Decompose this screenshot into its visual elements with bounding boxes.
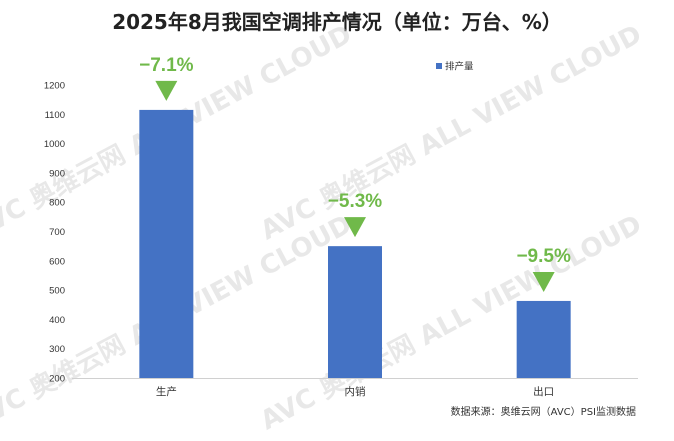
bar <box>516 300 571 378</box>
chart-title: 2025年8月我国空调排产情况（单位：万台、%） <box>112 10 562 34</box>
down-triangle-marker <box>532 271 555 292</box>
y-tick-label: 800 <box>49 198 65 209</box>
bar <box>139 109 194 378</box>
change-annotation: −5.3% <box>328 191 383 212</box>
x-tick-label: 内销 <box>345 385 366 398</box>
bar <box>328 246 382 378</box>
y-tick-label: 1200 <box>44 81 65 92</box>
down-triangle-marker <box>155 80 178 101</box>
y-tick-label: 500 <box>49 286 65 297</box>
y-tick-label: 700 <box>49 227 65 238</box>
source-note: 数据来源：奥维云网（AVC）PSI监测数据 <box>450 407 636 418</box>
legend-swatch <box>436 63 442 69</box>
y-tick-label: 600 <box>49 256 65 267</box>
y-tick-label: 1000 <box>44 139 65 150</box>
y-tick-label: 300 <box>49 344 65 355</box>
change-annotation: −9.5% <box>516 246 571 267</box>
y-tick-label: 1100 <box>45 110 65 121</box>
x-tick-label: 出口 <box>533 385 554 398</box>
change-annotation: −7.1% <box>139 55 194 76</box>
legend-label: 排产量 <box>445 61 474 73</box>
y-tick-label: 900 <box>49 168 65 179</box>
y-tick-label: 200 <box>49 374 65 385</box>
y-tick-label: 400 <box>49 315 65 326</box>
x-tick-label: 生产 <box>156 385 177 398</box>
down-triangle-marker <box>344 217 366 238</box>
